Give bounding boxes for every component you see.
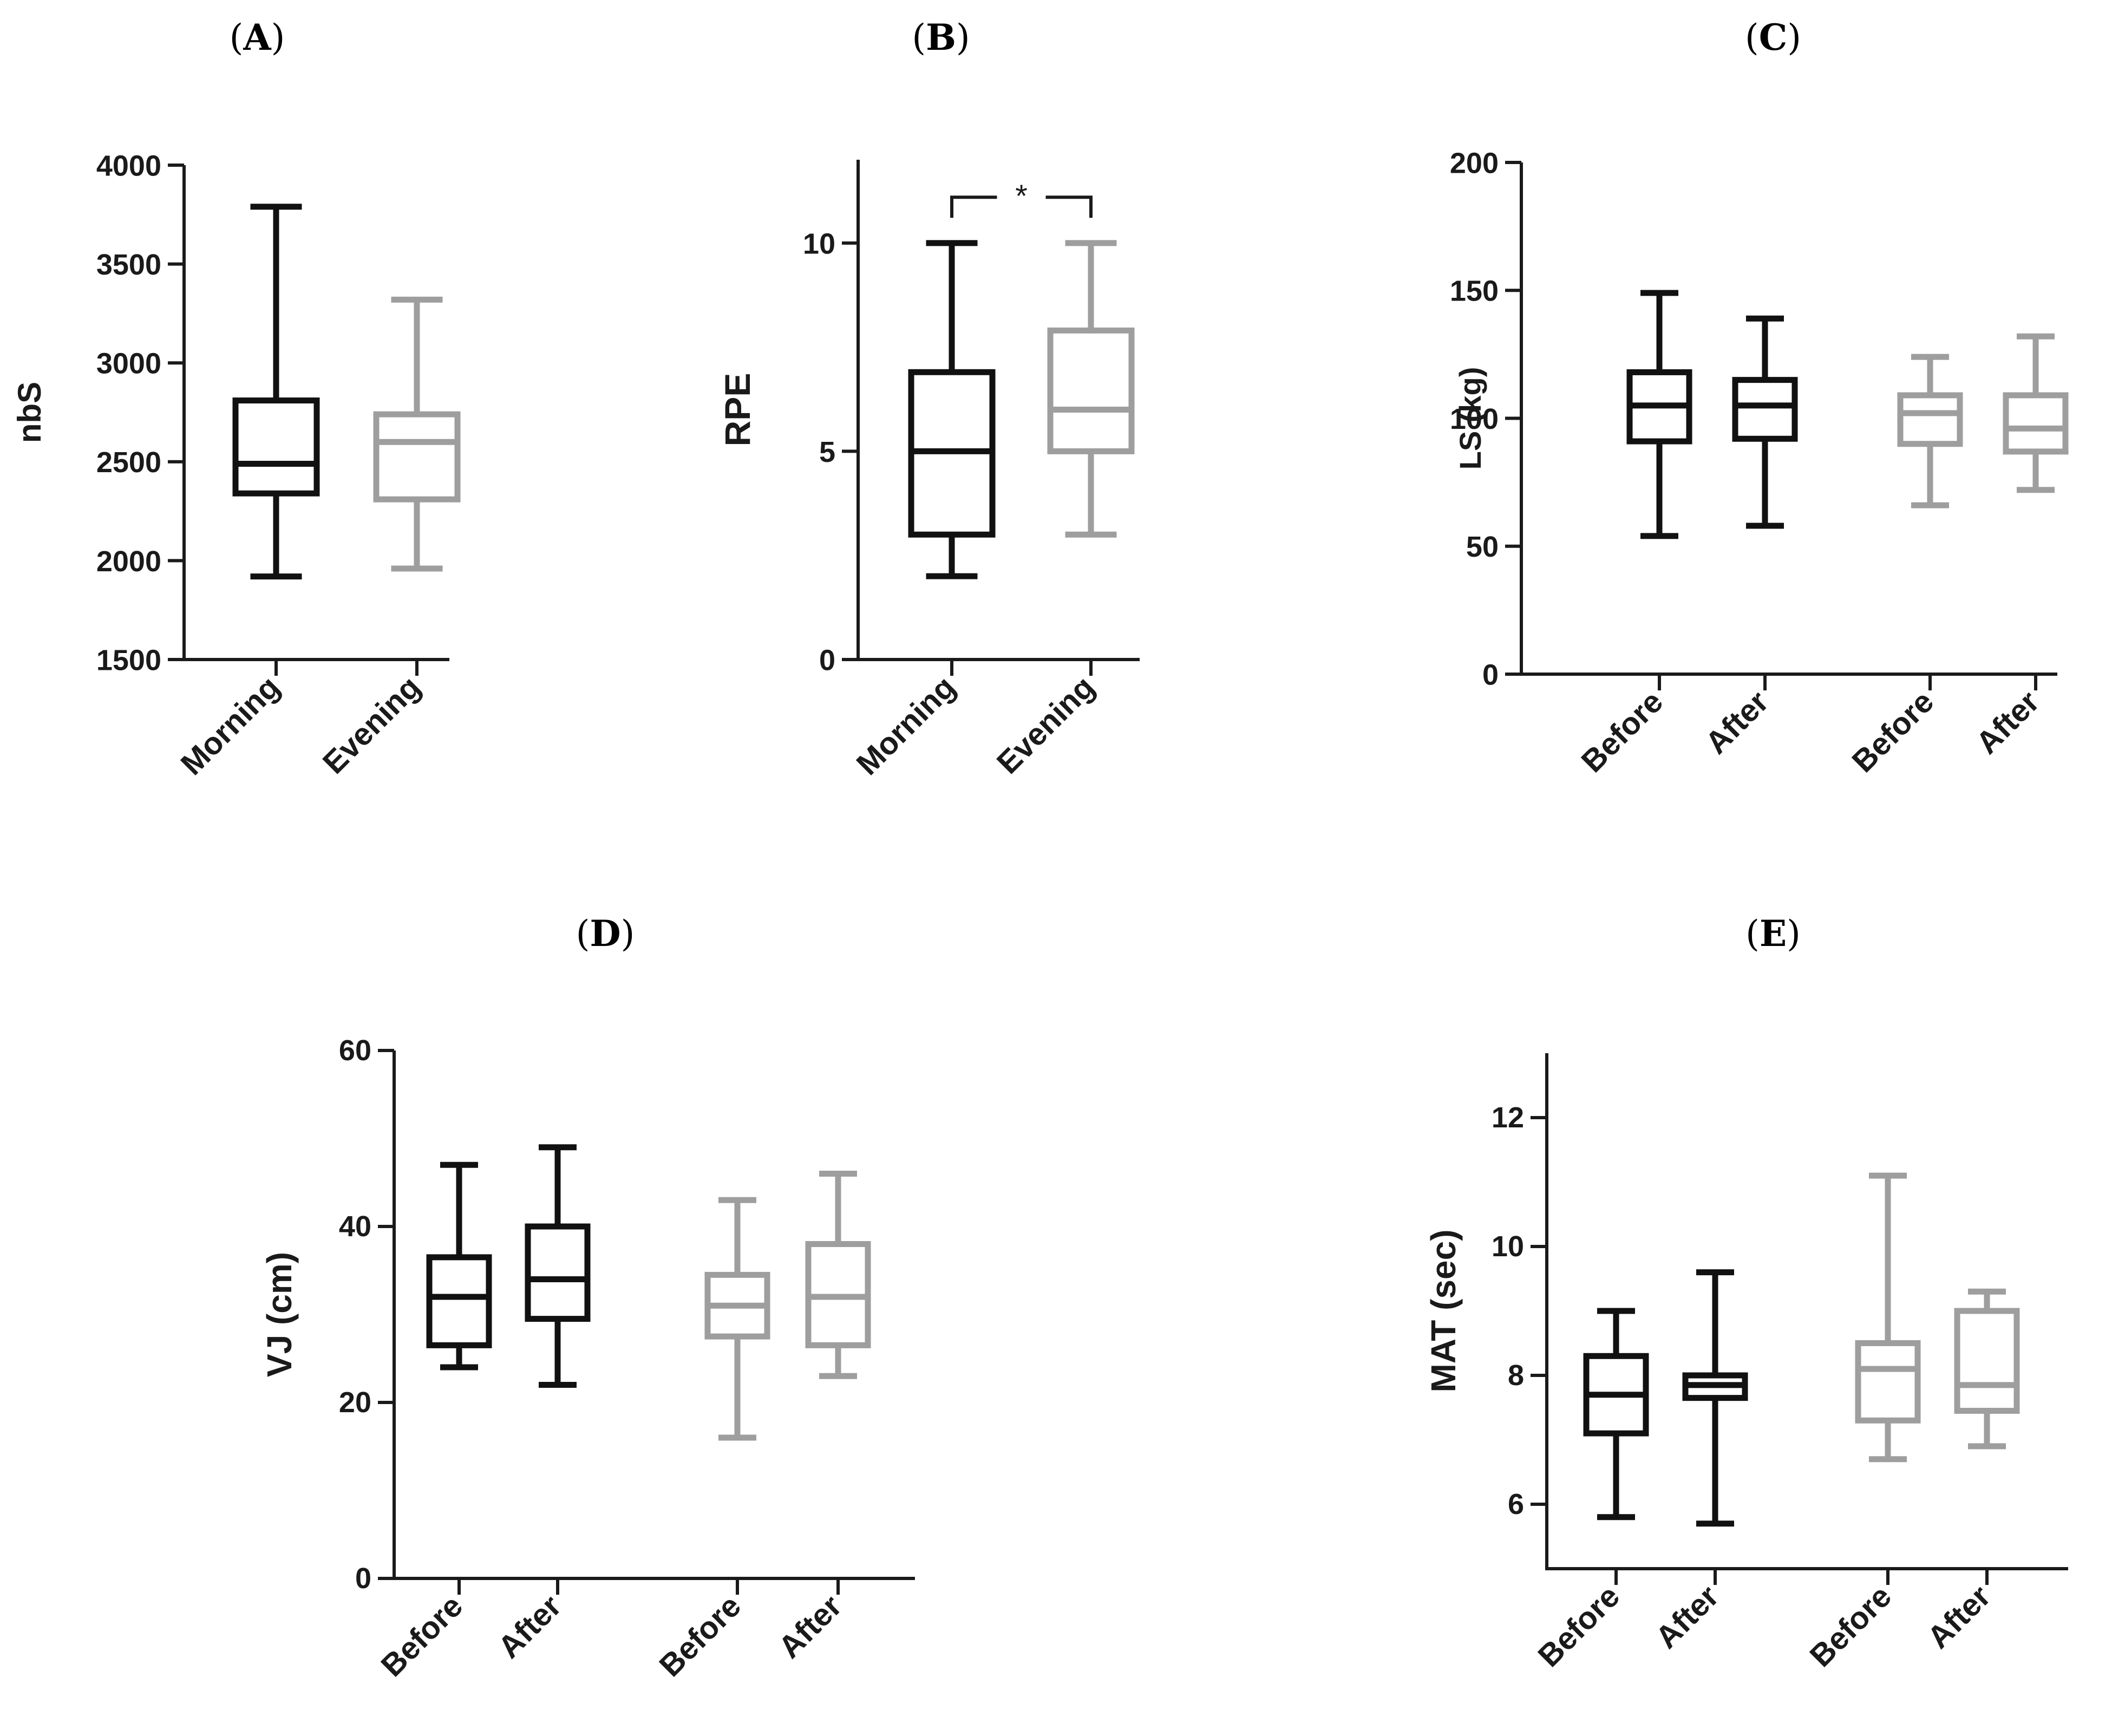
y-axis-title: RPE xyxy=(717,373,757,447)
box-black-after xyxy=(1682,1269,1748,1527)
y-axis-title: LS (kg) xyxy=(1453,367,1487,470)
x-category-label: Before xyxy=(1574,684,1670,779)
chart-panel-b: (B) 0 5 10 RPE Morning Evening * xyxy=(717,16,1140,782)
panel-label: (E) xyxy=(1745,912,1801,955)
iqr-box xyxy=(1954,1308,2020,1414)
y-tick-label: 10 xyxy=(1492,1230,1524,1263)
x-category-label: After xyxy=(772,1588,849,1665)
y-tick-label: 1500 xyxy=(96,644,161,676)
y-tick-label: 0 xyxy=(819,644,835,676)
y-tick-label: 200 xyxy=(1450,147,1499,179)
y-axis-title: MAT (sec) xyxy=(1424,1229,1463,1392)
x-category-label: After xyxy=(492,1588,568,1665)
x-category-label: Before xyxy=(1531,1578,1626,1674)
box-black-after xyxy=(525,1144,591,1388)
box-gray-evening xyxy=(1047,240,1135,538)
y-tick-label: 20 xyxy=(339,1386,371,1419)
box-black-before xyxy=(1626,290,1692,539)
chart-panel-e: (E) 6 8 10 12 MAT (sec) Before After Before After xyxy=(1424,912,2068,1674)
chart-panel-d: (D) 0 20 40 60 VJ (cm) Before After Before After xyxy=(260,912,915,1683)
x-category-label: Evening xyxy=(990,669,1101,780)
y-tick-label: 0 xyxy=(1482,658,1499,691)
iqr-box xyxy=(2003,392,2069,455)
y-tick-label: 6 xyxy=(1508,1488,1524,1520)
box-gray-before xyxy=(1855,1172,1921,1463)
x-category-label: Before xyxy=(374,1588,469,1683)
iqr-box xyxy=(1897,392,1963,447)
y-tick-label: 0 xyxy=(355,1562,371,1595)
panel-label: (D) xyxy=(576,912,635,955)
y-axis-title: nbS xyxy=(11,382,48,443)
x-category-label: After xyxy=(1699,684,1776,761)
significance-bracket-right xyxy=(1045,195,1093,218)
y-tick-label: 100 xyxy=(1450,403,1499,435)
box-black-morning xyxy=(908,240,996,579)
panel-label: (C) xyxy=(1745,16,1801,58)
iqr-box xyxy=(373,411,461,502)
y-tick-label: 3500 xyxy=(96,249,161,281)
panel-label: (B) xyxy=(912,16,970,58)
y-tick-label: 3000 xyxy=(96,348,161,380)
x-category-label: Morning xyxy=(174,669,287,782)
x-category-label: Before xyxy=(1845,684,1940,779)
box-black-before xyxy=(426,1161,492,1370)
iqr-box xyxy=(1732,377,1798,442)
significance-bracket-left xyxy=(950,195,997,218)
y-tick-label: 40 xyxy=(339,1210,371,1243)
box-black-after xyxy=(1732,315,1798,529)
iqr-box xyxy=(1047,327,1135,454)
x-category-label: Before xyxy=(1803,1578,1898,1674)
box-gray-after xyxy=(805,1171,871,1379)
y-tick-label: 150 xyxy=(1450,275,1499,308)
y-axis-title: VJ (cm) xyxy=(260,1252,299,1377)
panel-label: (A) xyxy=(230,16,285,58)
x-category-label: Morning xyxy=(850,669,963,782)
box-gray-evening xyxy=(373,296,461,572)
chart-panel-c: (C) 0 50 100 150 200 LS (kg) Before After Before A… xyxy=(1450,16,2069,779)
x-category-label: Before xyxy=(652,1588,748,1683)
y-tick-label: 2000 xyxy=(96,545,161,578)
y-tick-label: 60 xyxy=(339,1034,371,1067)
y-tick-label: 8 xyxy=(1508,1359,1524,1392)
box-gray-after xyxy=(1954,1288,2020,1450)
y-tick-label: 50 xyxy=(1466,531,1499,563)
chart-panel-a: (A) 1500 2000 2500 3000 3500 4000 nbS Morning Eve… xyxy=(11,16,461,782)
x-category-label: After xyxy=(1649,1578,1726,1655)
x-category-label: After xyxy=(1970,684,2046,761)
iqr-box xyxy=(1855,1340,1921,1424)
y-tick-label: 5 xyxy=(819,436,835,468)
y-tick-label: 4000 xyxy=(96,149,161,182)
significance-star: * xyxy=(1015,179,1028,214)
x-category-label: After xyxy=(1921,1578,1998,1655)
box-black-before xyxy=(1583,1308,1649,1520)
iqr-box xyxy=(232,397,320,497)
box-black-morning xyxy=(232,204,320,580)
y-tick-label: 2500 xyxy=(96,446,161,479)
y-tick-label: 10 xyxy=(803,227,835,260)
box-gray-after xyxy=(2003,333,2069,493)
box-gray-before xyxy=(1897,354,1963,508)
iqr-box xyxy=(525,1223,591,1322)
box-gray-before xyxy=(704,1197,770,1441)
x-category-label: Evening xyxy=(316,669,427,780)
y-tick-label: 12 xyxy=(1492,1101,1524,1134)
iqr-box xyxy=(426,1254,492,1348)
